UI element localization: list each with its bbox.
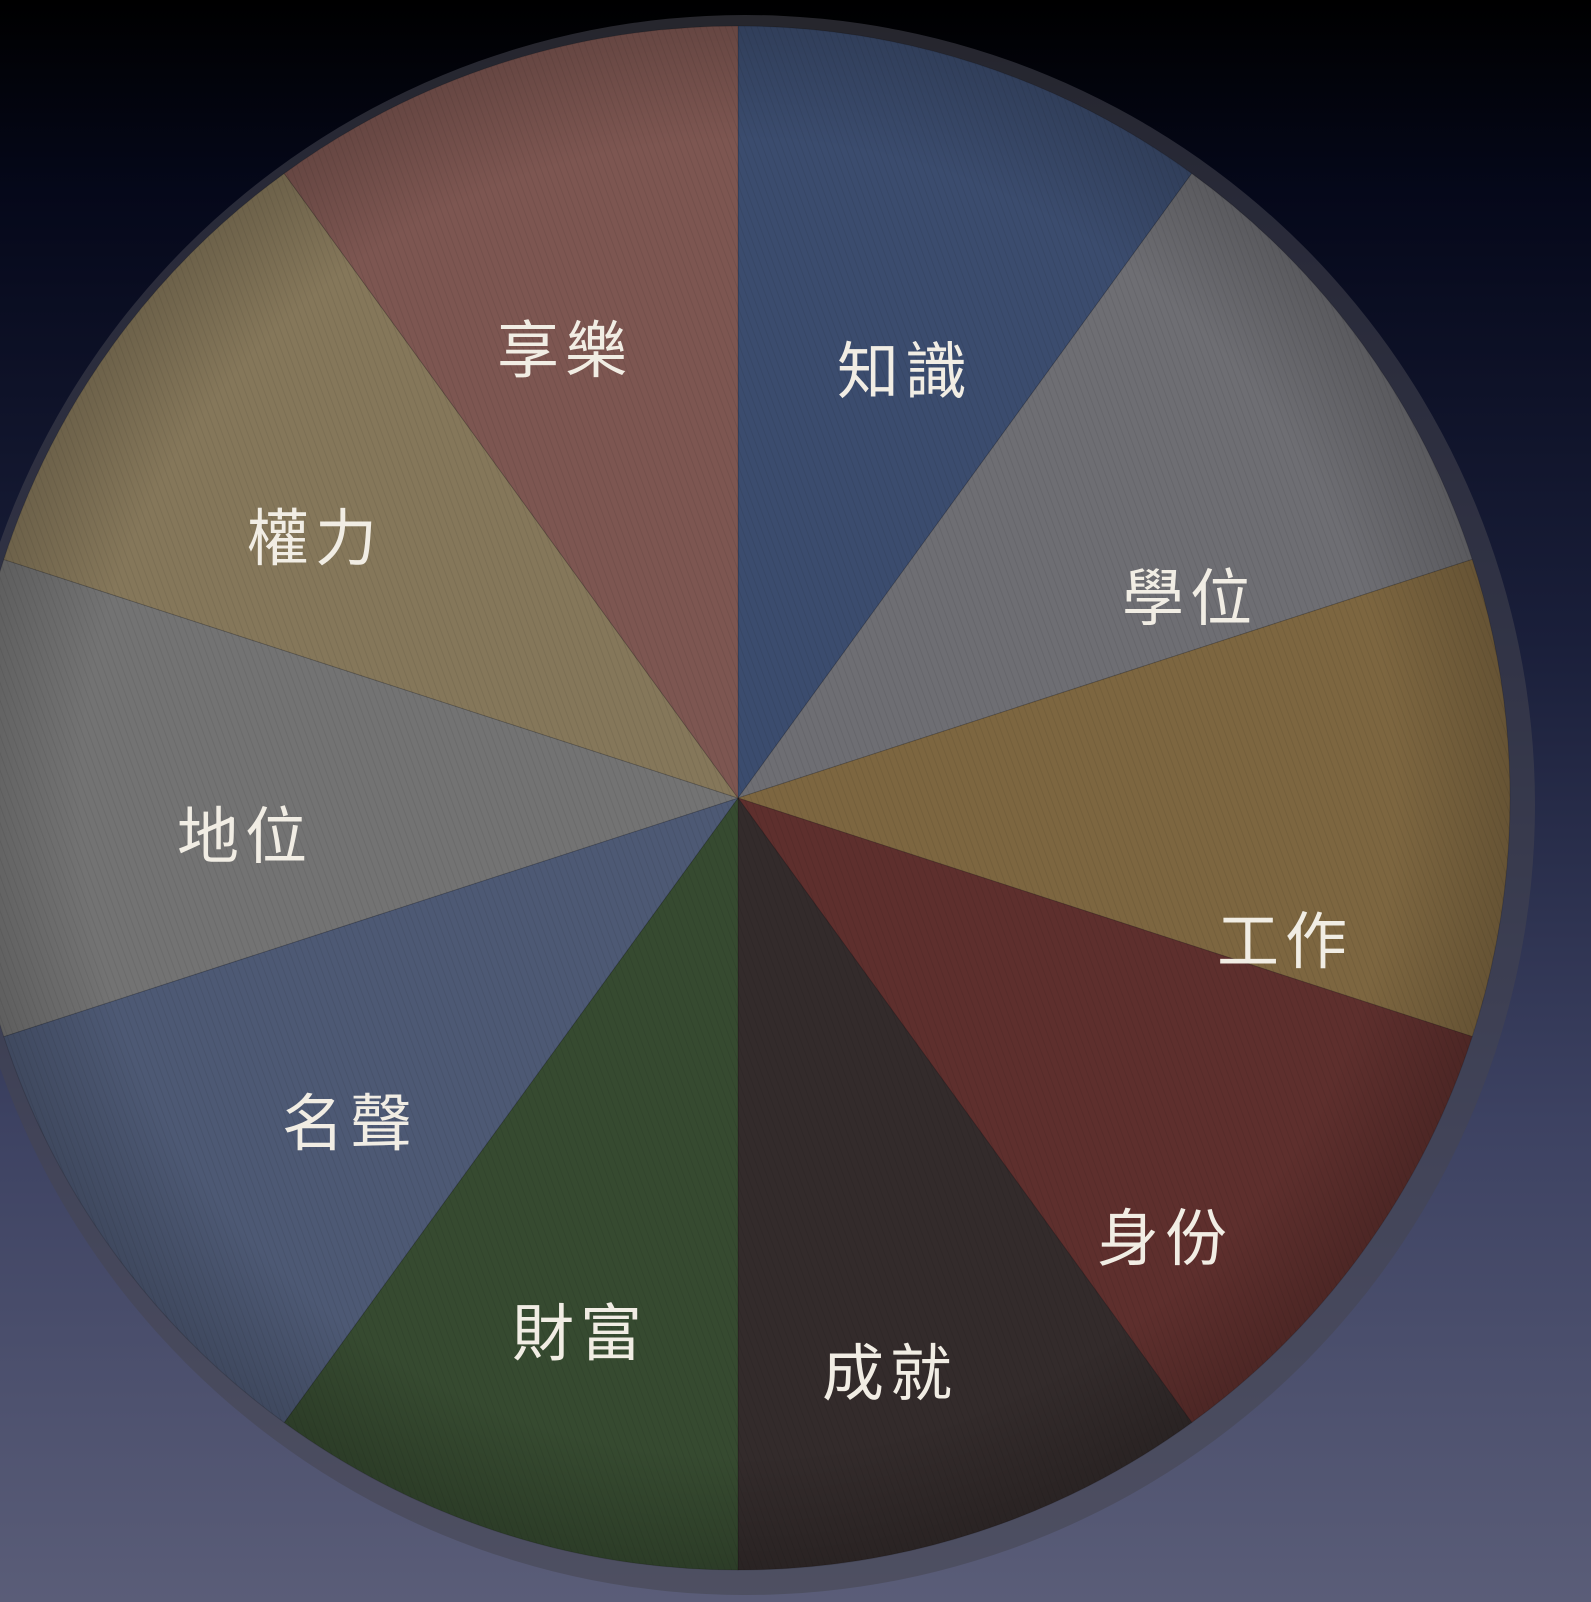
slice-label-gongzuo: 工作 — [1217, 905, 1353, 978]
pie-slices — [0, 25, 1511, 1571]
slice-label-chengjiu: 成就 — [822, 1337, 958, 1410]
slice-label-xiangle: 享樂 — [497, 314, 633, 387]
slice-label-zhishi: 知識 — [837, 335, 973, 408]
slice-label-xuewei: 學位 — [1122, 562, 1258, 635]
slice-label-caifu: 財富 — [512, 1297, 648, 1370]
slice-label-quanli: 權力 — [247, 502, 383, 575]
slice-label-mingsheng: 名聲 — [282, 1087, 418, 1160]
slice-label-shenfen: 身份 — [1097, 1202, 1233, 1275]
pie-labels: 知識 學位 工作 身份 成就 財富 名聲 地位 權力 享樂 — [177, 314, 1353, 1410]
slice-label-diwei: 地位 — [177, 800, 313, 873]
